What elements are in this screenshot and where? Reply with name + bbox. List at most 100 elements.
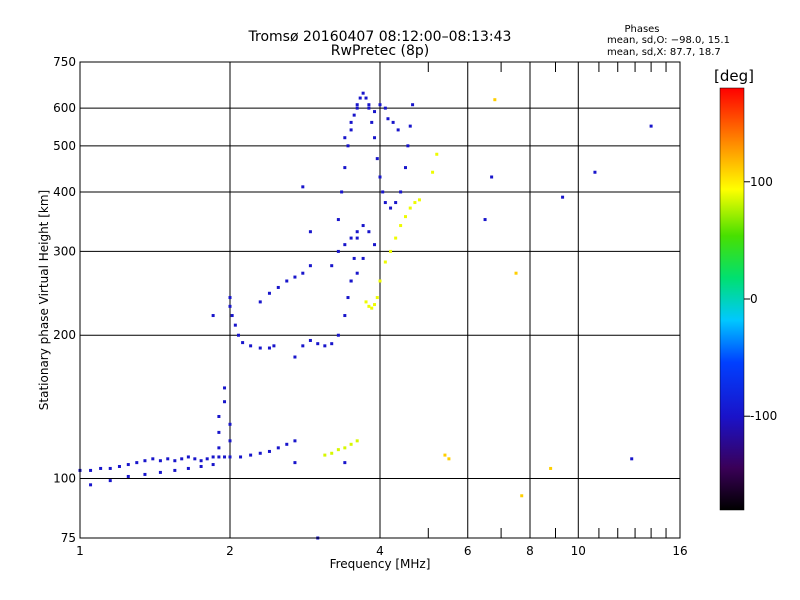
data-point — [166, 457, 170, 461]
chart-title: Tromsø 20160407 08:12:00–08:13:43 — [248, 29, 512, 45]
data-point — [649, 124, 653, 128]
data-point — [399, 190, 403, 194]
data-point — [249, 453, 253, 457]
plot-frame — [79, 61, 681, 539]
data-point — [199, 459, 203, 463]
data-point — [336, 448, 340, 452]
data-point — [211, 455, 215, 459]
data-point — [143, 459, 147, 463]
legend-line-x: mean, sd,X: 87.7, 18.7 — [607, 47, 721, 58]
chart-subtitle: RwPretec (8p) — [331, 43, 429, 59]
data-point — [228, 455, 232, 459]
data-point — [301, 185, 305, 189]
data-point — [336, 249, 340, 253]
data-point — [493, 98, 497, 102]
data-point — [241, 341, 245, 345]
data-point — [217, 446, 221, 450]
data-point — [343, 461, 347, 465]
data-point — [126, 463, 130, 467]
data-point — [108, 479, 112, 483]
colorbar-gradient — [719, 87, 745, 511]
data-point — [233, 323, 237, 327]
data-point — [352, 113, 356, 117]
x-tick-labels: 1 2 4 6 8 10 16 — [76, 544, 687, 558]
data-point — [411, 103, 415, 107]
y-tick-label: 600 — [53, 101, 76, 115]
data-point — [561, 195, 565, 199]
y-tick-label: 75 — [61, 531, 76, 545]
y-tick-labels: 75 100 200 300 400 500 600 750 — [53, 55, 76, 545]
data-point — [370, 306, 374, 310]
data-point — [258, 300, 262, 304]
data-point — [383, 201, 387, 205]
x-tick-label: 6 — [464, 544, 472, 558]
data-point — [117, 464, 121, 468]
data-point — [343, 166, 347, 170]
x-tick-label: 1 — [76, 544, 84, 558]
data-point — [349, 442, 353, 446]
data-point — [391, 120, 395, 124]
data-point — [406, 144, 410, 148]
data-point — [396, 128, 400, 132]
data-point — [367, 304, 371, 308]
data-point — [355, 103, 359, 107]
data-point — [276, 285, 280, 289]
data-point — [199, 464, 203, 468]
y-tick-label: 400 — [53, 185, 76, 199]
data-point — [267, 346, 271, 350]
data-point — [89, 468, 93, 472]
data-point — [383, 260, 387, 264]
data-point — [367, 106, 371, 110]
data-point — [205, 457, 209, 461]
colorbar-ticks: 100 0 -100 — [744, 175, 777, 423]
y-tick-label: 300 — [53, 244, 76, 258]
data-point — [514, 271, 518, 275]
data-point — [394, 236, 398, 240]
data-point — [413, 201, 417, 205]
data-point — [355, 236, 359, 240]
data-point — [236, 333, 240, 337]
data-point — [330, 342, 334, 346]
data-point — [355, 439, 359, 443]
grid-lines — [80, 62, 680, 538]
data-point — [301, 271, 305, 275]
data-point — [367, 230, 371, 234]
x-tick-label: 10 — [571, 544, 586, 558]
data-point — [267, 449, 271, 453]
data-point — [336, 333, 340, 337]
data-point — [408, 124, 412, 128]
data-point — [173, 459, 177, 463]
data-point — [330, 264, 334, 268]
data-point — [355, 106, 359, 110]
data-point — [228, 296, 232, 300]
data-point — [447, 457, 451, 461]
data-point — [435, 152, 439, 156]
data-point — [431, 170, 435, 174]
data-point — [285, 279, 289, 283]
data-point — [293, 461, 297, 465]
data-point — [267, 291, 271, 295]
data-point — [349, 279, 353, 283]
data-point — [308, 338, 312, 342]
data-point — [355, 230, 359, 234]
data-point — [173, 468, 177, 472]
data-point — [158, 470, 162, 474]
data-point — [346, 296, 350, 300]
data-point — [89, 483, 93, 487]
data-point — [378, 175, 382, 179]
data-point — [340, 190, 344, 194]
data-point — [386, 117, 390, 121]
data-point — [223, 455, 227, 459]
data-point — [352, 256, 356, 260]
data-point — [483, 218, 487, 222]
data-point — [308, 264, 312, 268]
data-point — [349, 236, 353, 240]
data-point — [343, 314, 347, 318]
data-point — [343, 136, 347, 140]
data-point — [323, 344, 327, 348]
data-point — [336, 218, 340, 222]
data-point — [373, 243, 377, 247]
data-point — [180, 457, 184, 461]
data-point — [230, 314, 234, 318]
data-point — [316, 342, 320, 346]
